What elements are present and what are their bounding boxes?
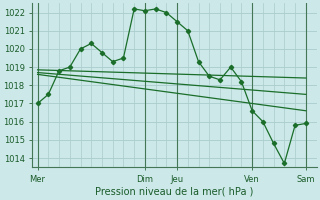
X-axis label: Pression niveau de la mer( hPa ): Pression niveau de la mer( hPa ) [95,187,253,197]
